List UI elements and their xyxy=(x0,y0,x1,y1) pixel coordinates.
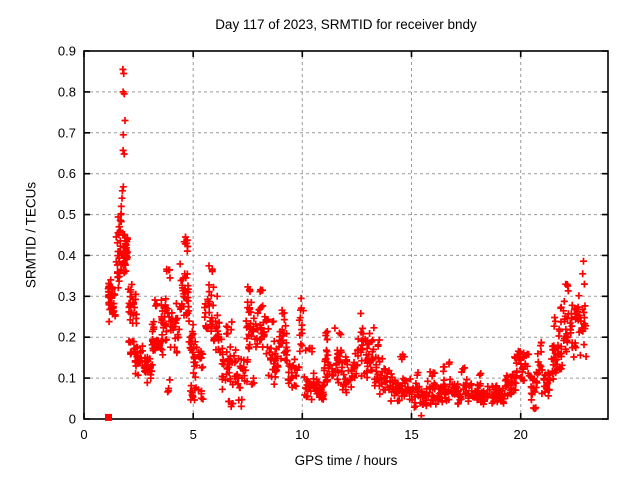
x-tick-label: 5 xyxy=(190,427,197,442)
y-tick-label: 0.4 xyxy=(58,248,76,263)
y-tick-label: 0.8 xyxy=(58,84,76,99)
square-marker xyxy=(105,413,112,421)
x-tick-label: 0 xyxy=(80,427,87,442)
y-tick-label: 0.6 xyxy=(58,166,76,181)
x-axis-label: GPS time / hours xyxy=(294,453,398,468)
y-tick-label: 0.3 xyxy=(58,289,76,304)
x-tick-label: 20 xyxy=(513,427,527,442)
y-tick-label: 0.9 xyxy=(58,44,76,59)
x-tick-label: 10 xyxy=(295,427,309,442)
axis-ticks xyxy=(83,50,608,420)
y-tick-label: 0.7 xyxy=(58,125,76,140)
y-tick-label: 0.1 xyxy=(58,371,76,386)
plot-border xyxy=(83,50,609,420)
y-tick-label: 0 xyxy=(69,412,76,427)
scatter-points xyxy=(104,65,590,420)
y-tick-label: 0.5 xyxy=(58,207,76,222)
chart-title: Day 117 of 2023, SRMTID for receiver bnd… xyxy=(215,17,477,32)
x-tick-label: 15 xyxy=(404,427,418,442)
y-tick-label: 0.2 xyxy=(58,330,76,345)
